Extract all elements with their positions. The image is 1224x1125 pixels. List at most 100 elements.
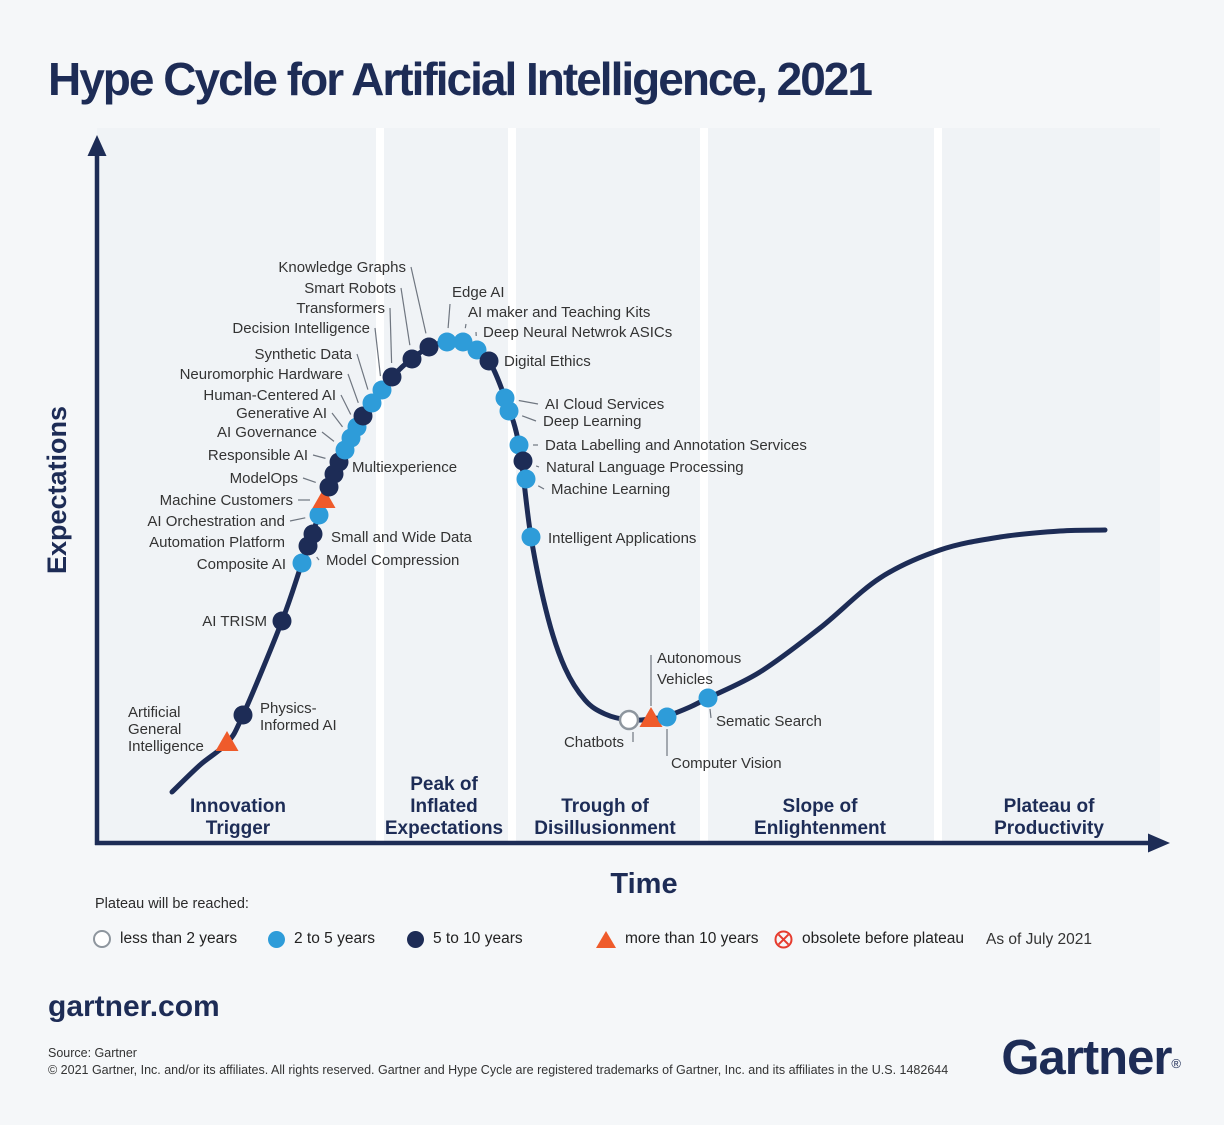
gartner-site-link[interactable]: gartner.com <box>48 990 220 1023</box>
point-ai-maker-and-teaching-kits <box>453 332 473 352</box>
leader-machine-learning <box>537 485 545 490</box>
leader-human-centered-ai <box>340 394 352 415</box>
label-chatbots: Chatbots <box>564 734 624 751</box>
phase-label-peak-of-inflated-expectations: Peak of Inflated Expectations <box>385 774 503 839</box>
leader-model-compression <box>316 556 320 561</box>
label-deep-learning: Deep Learning <box>543 413 641 430</box>
point-chatbots <box>618 709 640 731</box>
legend-item-2-to-5-years: 2 to 5 years <box>268 929 375 949</box>
legend-label: more than 10 years <box>625 930 759 947</box>
phase-divider <box>508 128 516 843</box>
leader-decision-intelligence <box>374 327 382 377</box>
point-transformers <box>382 367 402 387</box>
registered-mark: ® <box>1171 1056 1181 1071</box>
point-deep-neural-netwrok-asics <box>467 340 487 360</box>
phase-label-trough-of-disillusionment: Trough of Disillusionment <box>534 796 676 839</box>
x-axis-arrowhead <box>1148 833 1170 853</box>
label-ai-governance: AI Governance <box>217 424 317 441</box>
gartner-logo-text: Gartner <box>1001 1031 1172 1085</box>
label-modelops: ModelOps <box>230 470 298 487</box>
navy-dot-icon <box>407 930 424 948</box>
point-data-labelling-and-annotation-services <box>509 435 529 455</box>
label-generative-ai: Generative AI <box>236 405 327 422</box>
obsolete-icon <box>774 930 793 948</box>
leader-ai-cloud-services <box>518 399 539 405</box>
point-small-and-wide-data <box>303 524 323 544</box>
point-knowledge-graphs <box>419 337 439 357</box>
point-autonomous-vehicles <box>639 707 663 727</box>
point-sematic-search <box>698 688 718 708</box>
label-human-centered-ai: Human-Centered AI <box>203 387 336 404</box>
label-neuromorphic-hardware: Neuromorphic Hardware <box>180 366 343 383</box>
label-machine-customers: Machine Customers <box>160 492 293 509</box>
as-of-date: As of July 2021 <box>986 931 1092 948</box>
copyright-note: © 2021 Gartner, Inc. and/or its affiliat… <box>48 1063 949 1077</box>
y-axis-arrowhead <box>87 135 107 156</box>
label-edge-ai: Edge AI <box>452 284 505 301</box>
label-knowledge-graphs: Knowledge Graphs <box>278 259 406 276</box>
label-smart-robots: Smart Robots <box>304 280 396 297</box>
leader-synthetic-data <box>356 353 369 390</box>
leader-ai-governance <box>321 431 335 442</box>
open-circle-icon <box>93 930 111 948</box>
legend-label: 5 to 10 years <box>433 930 523 947</box>
leader-deep-learning <box>521 415 537 422</box>
label-autonomous-vehicles: Autonomous Vehicles <box>657 650 741 688</box>
page-title: Hype Cycle for Artificial Intelligence, … <box>48 53 873 105</box>
leader-smart-robots <box>400 287 411 346</box>
leader-sematic-search <box>709 708 712 719</box>
leader-responsible-ai <box>312 454 326 459</box>
label-intelligent-applications: Intelligent Applications <box>548 530 696 547</box>
point-ai-orchestration-and-automation-platform <box>309 505 329 525</box>
label-decision-intelligence: Decision Intelligence <box>232 320 370 337</box>
label-model-compression: Model Compression <box>326 552 459 569</box>
legend-item-5-to-10-years: 5 to 10 years <box>407 929 523 949</box>
label-composite-ai: Composite AI <box>197 556 286 573</box>
point-synthetic-data <box>362 393 382 413</box>
point-deep-learning <box>499 401 519 421</box>
point-edge-ai <box>437 332 457 352</box>
leader-ai-maker-and-teaching-kits <box>464 323 467 329</box>
label-transformers: Transformers <box>296 300 385 317</box>
label-ai-orchestration-and-automation-platform: AI Orchestration and Automation Platform <box>147 513 285 551</box>
point-intelligent-applications <box>521 527 541 547</box>
legend-label: obsolete before plateau <box>802 930 965 947</box>
source-note: Source: Gartner <box>48 1046 137 1060</box>
phase-label-innovation-trigger: Innovation Trigger <box>190 796 286 839</box>
point-physics-informed-ai <box>233 705 253 725</box>
x-axis-title: Time <box>610 868 677 900</box>
y-axis-title: Expectations <box>42 406 72 574</box>
point-composite-ai <box>292 553 312 573</box>
blue-dot-icon <box>268 930 285 948</box>
phase-divider <box>700 128 708 843</box>
label-digital-ethics: Digital Ethics <box>504 353 591 370</box>
phase-label-plateau-of-productivity: Plateau of Productivity <box>994 796 1104 839</box>
legend-item-more-than-10-years: more than 10 years <box>596 929 759 949</box>
label-multiexperience: Multiexperience <box>352 459 457 476</box>
label-ai-maker-and-teaching-kits: AI maker and Teaching Kits <box>468 304 650 321</box>
label-sematic-search: Sematic Search <box>716 713 822 730</box>
orange-triangle-icon <box>596 930 616 948</box>
label-synthetic-data: Synthetic Data <box>254 346 352 363</box>
label-natural-language-processing: Natural Language Processing <box>546 459 744 476</box>
phase-label-slope-of-enlightenment: Slope of Enlightenment <box>754 796 887 839</box>
point-decision-intelligence <box>372 380 392 400</box>
label-physics-informed-ai: Physics-Informed AI <box>260 700 337 734</box>
point-ai-trism <box>272 611 292 631</box>
label-computer-vision: Computer Vision <box>671 755 782 772</box>
gartner-logo: Gartner® <box>1001 1030 1181 1086</box>
legend-label: 2 to 5 years <box>294 930 375 947</box>
label-machine-learning: Machine Learning <box>551 481 670 498</box>
point-natural-language-processing <box>513 451 533 471</box>
legend-label: less than 2 years <box>120 930 238 947</box>
legend-item-less-than-2-years: less than 2 years <box>93 929 237 949</box>
leader-edge-ai <box>447 303 451 329</box>
label-small-and-wide-data: Small and Wide Data <box>331 529 473 546</box>
point-smart-robots <box>402 349 422 369</box>
phase-divider <box>376 128 384 843</box>
leader-knowledge-graphs <box>410 266 427 334</box>
label-artificial-general-intelligence: Artificial General Intelligence <box>128 704 204 755</box>
label-deep-neural-netwrok-asics: Deep Neural Netwrok ASICs <box>483 324 672 341</box>
